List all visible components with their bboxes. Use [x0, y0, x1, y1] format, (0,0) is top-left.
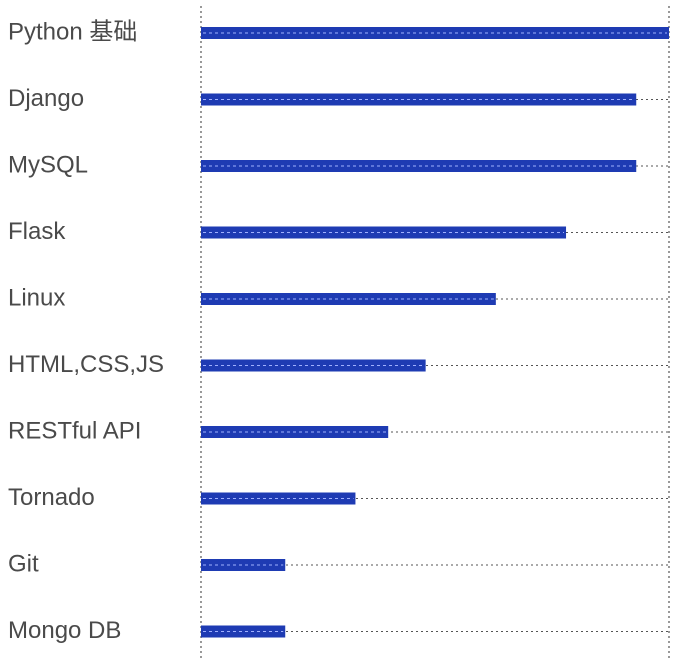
bar-8	[201, 559, 286, 571]
category-label: Python 基础	[8, 18, 137, 45]
category-label: Flask	[8, 218, 66, 245]
category-label: MySQL	[8, 151, 88, 178]
bar-9	[201, 625, 286, 638]
bar-7	[201, 492, 356, 505]
bar-0	[201, 27, 669, 39]
category-label: Linux	[8, 284, 65, 311]
bar-2	[201, 160, 637, 172]
category-label: Mongo DB	[8, 617, 121, 644]
category-label: Git	[8, 550, 39, 577]
bar-1	[201, 93, 637, 106]
category-label: RESTful API	[8, 417, 141, 444]
category-label: HTML,CSS,JS	[8, 351, 164, 378]
category-label: Django	[8, 85, 84, 112]
category-label: Tornado	[8, 484, 95, 511]
